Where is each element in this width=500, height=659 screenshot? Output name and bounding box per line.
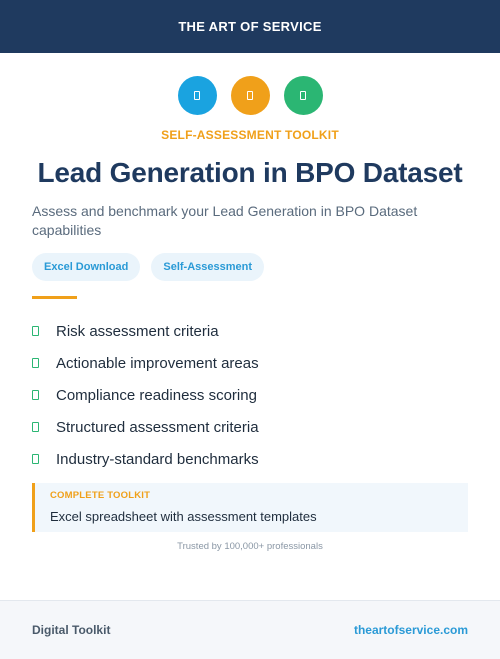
footer-label: Digital Toolkit [32, 623, 111, 637]
list-item: Structured assessment criteria [32, 411, 259, 443]
toolkit-description: Excel spreadsheet with assessment templa… [50, 509, 317, 524]
tag-self-assessment: Self-Assessment [151, 253, 265, 281]
feature-text: Industry-standard benchmarks [56, 450, 259, 468]
footer-website-link[interactable]: theartofservice.com [353, 623, 468, 637]
icon-row [0, 76, 500, 115]
list-item: Actionable improvement areas [32, 347, 259, 379]
check-icon [32, 390, 39, 400]
document-icon-blue [177, 76, 217, 115]
feature-text: Compliance readiness scoring [56, 386, 257, 404]
brand-name: THE ART OF SERVICE [178, 19, 322, 34]
document-icon [194, 91, 200, 100]
tag-excel-download: Excel Download [32, 253, 141, 281]
feature-text: Risk assessment criteria [56, 322, 219, 340]
kicker-label: SELF-ASSESSMENT TOOLKIT [161, 128, 339, 142]
feature-text: Structured assessment criteria [56, 418, 259, 436]
list-item: Compliance readiness scoring [32, 379, 259, 411]
top-banner: THE ART OF SERVICE [0, 0, 500, 53]
accent-divider [32, 296, 77, 299]
footer: Digital Toolkit theartofservice.com [0, 600, 500, 659]
page-title: Lead Generation in BPO Dataset [37, 157, 463, 188]
document-icon-orange [230, 76, 270, 115]
list-item: Industry-standard benchmarks [32, 443, 259, 475]
document-icon-green [283, 76, 323, 115]
tag-list: Excel Download Self-Assessment [32, 253, 265, 281]
toolkit-label: COMPLETE TOOLKIT [50, 490, 151, 501]
check-icon [32, 358, 39, 368]
document-icon [300, 91, 306, 100]
page-subtitle: Assess and benchmark your Lead Generatio… [32, 203, 418, 238]
trusted-note: Trusted by 100,000+ professionals [177, 541, 323, 552]
toolkit-callout: COMPLETE TOOLKIT Excel spreadsheet with … [32, 483, 468, 532]
document-icon [247, 91, 253, 100]
feature-text: Actionable improvement areas [56, 354, 259, 372]
check-icon [32, 422, 39, 432]
check-icon [32, 454, 39, 464]
feature-list: Risk assessment criteria Actionable impr… [32, 315, 259, 475]
check-icon [32, 326, 39, 336]
list-item: Risk assessment criteria [32, 315, 259, 347]
